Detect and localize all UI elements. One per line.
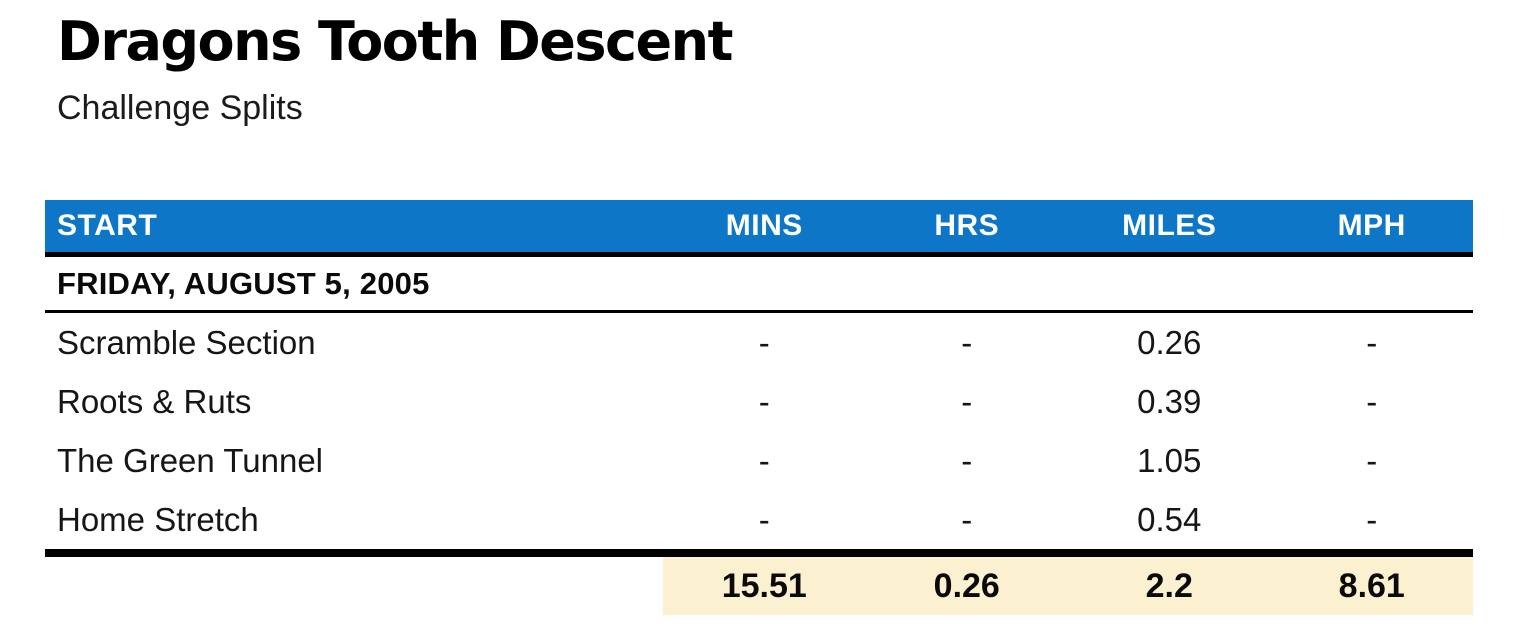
hrs-value: - [961,382,973,420]
mins-value: - [758,382,770,420]
miles-value: 0.39 [1137,382,1202,420]
segment-name: The Green Tunnel [57,441,323,479]
section-header-label: FRIDAY, AUGUST 5, 2005 [57,265,430,301]
column-header-mins: MINS [725,209,803,242]
mph-value: - [1366,382,1378,420]
mph-value: - [1366,500,1378,538]
miles-value: 0.54 [1137,500,1202,538]
miles-value: 1.05 [1137,441,1202,479]
column-header-miles: MILES [1122,209,1217,242]
segment-name: Scramble Section [57,323,316,361]
total-hrs: 0.26 [865,557,1068,615]
mins-value: - [758,323,770,361]
mph-value: - [1366,323,1378,361]
hrs-value: - [961,500,973,538]
table-row: Scramble Section - - 0.26 - [45,313,1473,372]
column-header-hrs: HRS [934,209,1000,242]
page-subtitle: Challenge Splits [57,89,303,127]
column-header-start: START [57,209,158,242]
table-row: Roots & Ruts - - 0.39 - [45,372,1473,431]
segment-name: Home Stretch [57,500,259,538]
hrs-value: - [961,323,973,361]
totals-row: 15.51 0.26 2.2 8.61 [45,549,1473,615]
total-mph: 8.61 [1270,557,1473,615]
mins-value: - [758,441,770,479]
mins-value: - [758,500,770,538]
table-row: The Green Tunnel - - 1.05 - [45,431,1473,490]
hrs-value: - [961,441,973,479]
splits-table: START MINS HRS MILES MPH FRIDAY, AUGUST … [45,200,1473,615]
mph-value: - [1366,441,1378,479]
segment-name: Roots & Ruts [57,382,252,420]
total-mins: 15.51 [663,557,866,615]
total-miles: 2.2 [1068,557,1271,615]
table-header-row: START MINS HRS MILES MPH [45,200,1473,257]
section-header-row: FRIDAY, AUGUST 5, 2005 [45,257,1473,313]
page-title: Dragons Tooth Descent [57,10,733,73]
miles-value: 0.26 [1137,323,1202,361]
column-header-mph: MPH [1337,209,1406,242]
table-row: Home Stretch - - 0.54 - [45,490,1473,549]
